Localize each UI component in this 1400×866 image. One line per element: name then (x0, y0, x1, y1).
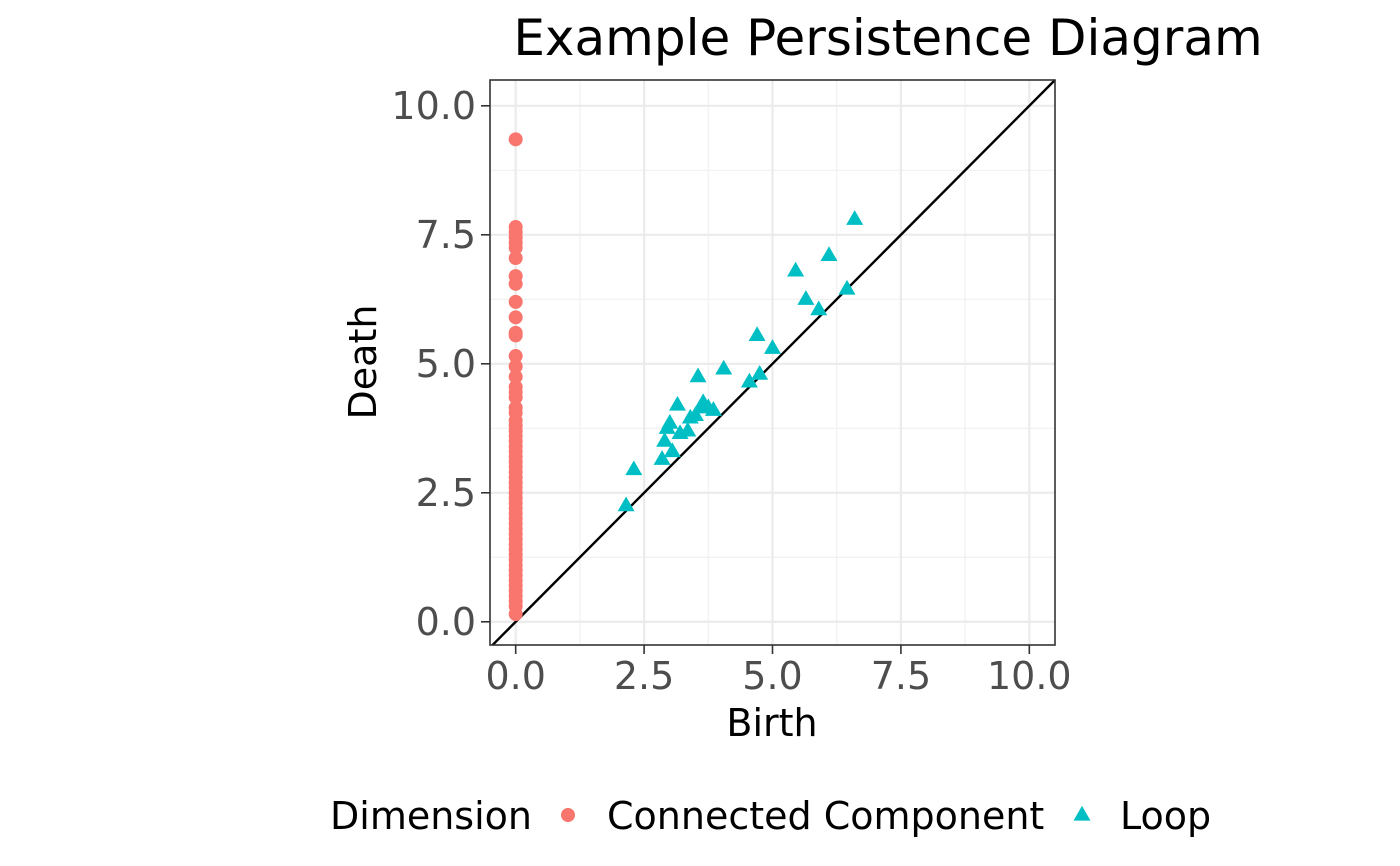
point-0-13 (508, 349, 523, 364)
y-tick-label-1: 2.5 (416, 471, 476, 515)
legend-key-connected-component (561, 808, 575, 822)
y-axis-title: Death (341, 305, 385, 420)
legend-label-loop: Loop (1120, 794, 1211, 838)
x-tick-label-1: 2.5 (614, 654, 674, 698)
point-1-0 (617, 496, 635, 512)
point-0-5 (508, 240, 523, 255)
point-1-11 (686, 406, 704, 421)
x-tick-label-3: 7.5 (871, 654, 931, 698)
point-1-2 (653, 450, 671, 465)
legend-key-loop (1073, 805, 1091, 821)
point-1-12 (689, 367, 707, 383)
point-1-20 (751, 364, 769, 380)
axis-ticks: 0.0 2.5 5.0 7.5 10.0 0.0 2.5 5.0 7.5 10.0 (391, 84, 1071, 698)
legend-key-circle (561, 808, 575, 822)
x-axis-title: Birth (726, 701, 817, 745)
point-1-24 (810, 300, 828, 316)
point-0-0 (508, 132, 523, 147)
data-points (508, 132, 864, 622)
legend-label-connected-component: Connected Component (607, 794, 1044, 838)
point-1-27 (846, 210, 864, 225)
legend-title: Dimension (330, 794, 532, 838)
point-0-15 (508, 369, 523, 384)
chart-title: Example Persistence Diagram (513, 9, 1262, 67)
x-tick-label-4: 10.0 (987, 654, 1072, 698)
point-1-17 (715, 359, 733, 375)
y-tick-label-2: 5.0 (416, 342, 476, 386)
point-1-9 (679, 421, 697, 437)
point-0-9 (508, 294, 523, 309)
y-tick-label-0: 0.0 (416, 600, 476, 644)
legend: Dimension Connected Component Loop (330, 794, 1211, 838)
point-1-6 (663, 442, 681, 458)
y-tick-label-3: 7.5 (416, 213, 476, 257)
y-tick-label-4: 10.0 (391, 84, 476, 128)
point-1-19 (748, 326, 766, 342)
x-tick-label-0: 0.0 (485, 654, 545, 698)
point-0-10 (508, 310, 523, 325)
point-1-1 (625, 460, 643, 476)
point-1-22 (787, 261, 805, 277)
point-1-26 (838, 279, 856, 295)
point-1-23 (797, 290, 815, 305)
point-0-18 (508, 390, 523, 405)
point-1-7 (668, 395, 686, 411)
point-1-18 (740, 372, 758, 388)
point-1-3 (656, 432, 674, 447)
x-tick-label-2: 5.0 (742, 654, 802, 698)
point-1-21 (764, 339, 781, 354)
point-1-5 (661, 414, 679, 429)
point-1-16 (704, 401, 722, 416)
point-0-14 (508, 359, 523, 374)
legend-key-triangle (1073, 805, 1091, 821)
point-0-58 (508, 607, 523, 622)
point-0-12 (508, 328, 523, 343)
point-0-8 (508, 276, 523, 291)
diagonal-reference-line (491, 79, 1056, 646)
point-0-6 (508, 251, 523, 266)
point-1-25 (820, 246, 838, 262)
